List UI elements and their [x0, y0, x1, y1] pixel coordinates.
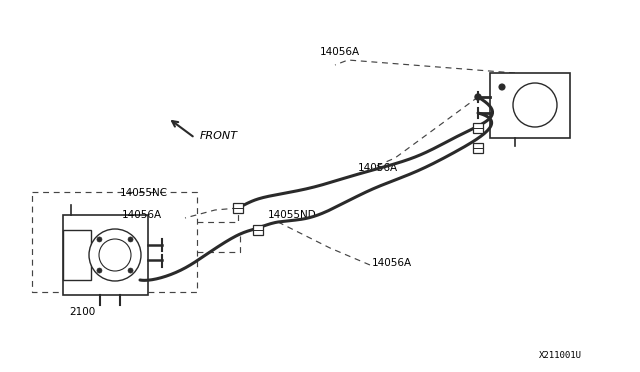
Circle shape — [499, 84, 505, 90]
Bar — [473, 123, 483, 133]
Bar — [63, 215, 148, 295]
Bar — [490, 73, 570, 138]
Circle shape — [99, 239, 131, 271]
Circle shape — [89, 229, 141, 281]
Circle shape — [97, 268, 102, 273]
Bar — [253, 225, 263, 235]
Circle shape — [97, 237, 102, 242]
Circle shape — [513, 83, 557, 127]
Bar — [233, 203, 243, 213]
Text: 14056A: 14056A — [372, 258, 412, 268]
Text: 14056A: 14056A — [122, 210, 162, 220]
Text: 2100: 2100 — [69, 307, 95, 317]
Text: 14055NC: 14055NC — [120, 188, 168, 198]
Text: X211001U: X211001U — [538, 350, 582, 359]
Text: FRONT: FRONT — [200, 131, 238, 141]
Text: 14056A: 14056A — [320, 47, 360, 57]
Circle shape — [128, 237, 133, 242]
Circle shape — [128, 268, 133, 273]
Bar — [473, 143, 483, 153]
Text: 14055ND: 14055ND — [268, 210, 317, 220]
Text: 14056A: 14056A — [358, 163, 398, 173]
Circle shape — [475, 94, 481, 100]
Bar — [63, 230, 91, 280]
